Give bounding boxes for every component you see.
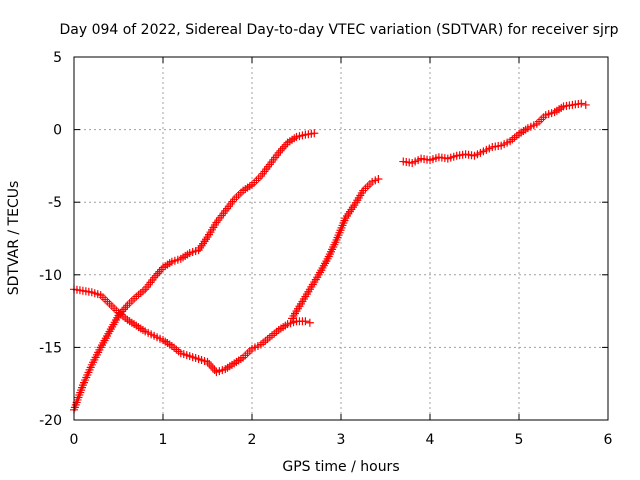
data-point-interp <box>281 140 290 149</box>
data-point <box>310 129 319 138</box>
y-tick-label: -15 <box>39 340 62 356</box>
series-1 <box>70 285 314 377</box>
data-point-interp <box>116 309 125 318</box>
chart-title: Day 094 of 2022, Sidereal Day-to-day VTE… <box>59 22 618 38</box>
x-tick-label: 3 <box>337 432 346 448</box>
y-tick-label: 5 <box>53 50 62 66</box>
data-point-interp <box>205 359 214 368</box>
data-point <box>150 273 159 282</box>
data-point-interp <box>278 144 287 153</box>
x-axis-label: GPS time / hours <box>282 459 399 475</box>
x-tick-label: 5 <box>515 432 524 448</box>
y-tick-label: 0 <box>53 123 62 139</box>
data-point <box>301 317 310 326</box>
data-point <box>374 174 383 183</box>
data-point-interp <box>118 307 127 316</box>
y-axis-label: SDTVAR / TECUs <box>6 181 22 296</box>
x-tick-label: 4 <box>426 432 435 448</box>
data-point <box>274 148 283 157</box>
data-point <box>577 99 586 108</box>
grid <box>74 57 608 420</box>
data-point-interp <box>280 142 289 151</box>
series-3 <box>288 174 383 323</box>
ticks: 0 1 2 3 4 5 6 -20 -15 -10 -5 0 5 <box>39 50 612 448</box>
x-tick-label: 2 <box>248 432 257 448</box>
y-tick-label: -10 <box>39 268 62 284</box>
data-point-interp <box>153 269 162 278</box>
x-tick-label: 6 <box>604 432 613 448</box>
data-marks <box>70 99 590 414</box>
data-point-interp <box>276 146 285 155</box>
data-point-interp <box>155 267 164 276</box>
data-point-interp <box>119 305 128 314</box>
x-tick-label: 0 <box>70 432 79 448</box>
data-point-interp <box>121 303 130 312</box>
data-point <box>203 357 212 366</box>
data-point <box>114 311 123 320</box>
y-tick-label: -5 <box>48 195 62 211</box>
data-point-interp <box>157 265 166 274</box>
data-point <box>305 318 314 327</box>
series-4 <box>399 99 590 167</box>
x-tick-label: 1 <box>159 432 168 448</box>
data-point-interp <box>210 366 219 375</box>
data-point-interp <box>151 271 160 280</box>
data-point-interp <box>208 364 217 373</box>
y-tick-label: -20 <box>39 413 62 429</box>
data-point <box>581 100 590 109</box>
series-2 <box>70 129 319 414</box>
data-point-interp <box>207 361 216 370</box>
